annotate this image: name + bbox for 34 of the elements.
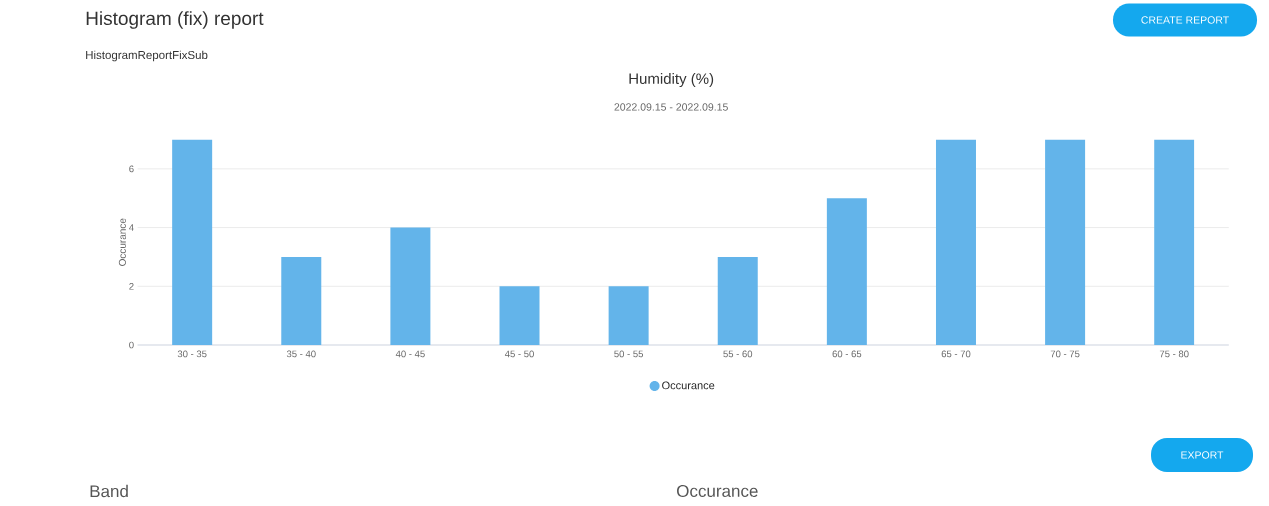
y-tick-label: 6: [129, 165, 134, 173]
x-tick-label: 70 - 75: [1050, 350, 1080, 358]
y-tick-label: 0: [129, 341, 134, 349]
x-tick-label: 45 - 50: [504, 350, 534, 358]
bar: [499, 286, 540, 345]
bar: [1045, 139, 1086, 345]
x-tick-label: 50 - 55: [614, 350, 644, 358]
text: EXPORT: [1181, 451, 1224, 459]
chart-title: Humidity (%): [629, 73, 714, 87]
bar: [935, 139, 976, 345]
text: Band: [90, 484, 128, 498]
y-axis-title: Occurance: [118, 218, 126, 266]
text: Occurance: [677, 484, 758, 498]
bar: [1154, 139, 1195, 345]
y-tick-label: 4: [129, 224, 134, 231]
x-tick-label: 75 - 80: [1159, 350, 1189, 358]
x-tick-label: 60 - 65: [832, 350, 862, 358]
chart-subtitle: 2022.09.15 - 2022.09.15: [614, 103, 728, 111]
x-tick-label: 35 - 40: [286, 350, 316, 358]
x-tick-label: 40 - 45: [395, 350, 425, 358]
bar: [717, 256, 758, 345]
bar: [608, 286, 649, 345]
x-tick-label: 30 - 35: [177, 350, 207, 358]
x-tick-label: 55 - 60: [723, 350, 753, 358]
text: HistogramReportFixSub: [86, 50, 208, 62]
legend-label: Occurance: [662, 381, 715, 390]
bar: [826, 198, 867, 345]
text: CREATE REPORT: [1141, 16, 1229, 24]
bar: [281, 256, 322, 345]
bar: [172, 139, 213, 345]
text: Histogram (fix) report: [86, 11, 264, 29]
x-tick-label: 65 - 70: [941, 350, 971, 358]
bar: [390, 227, 431, 345]
y-tick-label: 2: [129, 282, 134, 290]
